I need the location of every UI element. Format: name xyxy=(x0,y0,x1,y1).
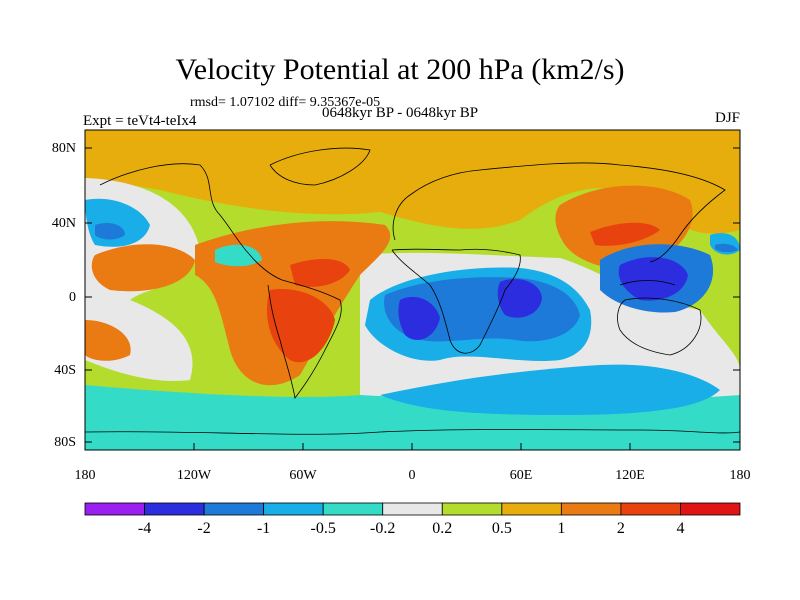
x-tick-label-180e: 180 xyxy=(729,468,751,483)
coastline-australia xyxy=(617,297,702,356)
x-tick-label-180w: 180 xyxy=(74,468,96,483)
x-tick-label-0: 0 xyxy=(408,468,416,483)
colorbar-label: 4 xyxy=(676,520,685,537)
colorbar-swatch xyxy=(620,502,681,516)
stats-text: rmsd= 1.07102 diff= 9.35367e-05 xyxy=(190,95,381,110)
y-tick-label-40s: 40S xyxy=(54,363,76,378)
colorbar xyxy=(84,502,741,516)
region-east-pacific-positive xyxy=(91,244,195,292)
colorbar-swatch xyxy=(144,502,205,516)
colorbar-swatch xyxy=(263,502,324,516)
coastlines xyxy=(85,147,740,435)
y-tick-label-0: 0 xyxy=(69,290,76,305)
colorbar-swatch xyxy=(441,502,503,516)
colorbar-label: -4 xyxy=(137,520,152,537)
x-tick-label-120w: 120W xyxy=(176,468,212,483)
y-tick-label-80s: 80S xyxy=(54,435,76,450)
colorbar-label: -1 xyxy=(256,520,271,537)
colorbar-swatch xyxy=(322,502,384,516)
region-caribbean-cyan xyxy=(215,244,262,267)
region-east-africa-min xyxy=(497,278,542,318)
colorbar-swatch xyxy=(382,502,443,516)
colorbar-swatch xyxy=(560,502,622,516)
plot-title: Velocity Potential at 200 hPa (km2/s) xyxy=(175,53,625,86)
coastline-indonesia xyxy=(619,280,676,286)
region-maritime-min xyxy=(618,257,688,301)
contour-field xyxy=(85,130,740,450)
region-south-america-max xyxy=(266,289,335,363)
colorbar-label: 0.5 xyxy=(491,520,512,537)
colorbar-swatch xyxy=(501,502,562,516)
colorbar-label: 2 xyxy=(616,520,625,537)
region-atlantic-min xyxy=(398,296,440,340)
x-tick-label-60w: 60W xyxy=(289,468,317,483)
colorbar-label: -0.2 xyxy=(370,520,396,537)
colorbar-label: -2 xyxy=(197,520,211,537)
x-tick-marks xyxy=(84,443,741,450)
y-tick-label-80n: 80N xyxy=(51,141,76,156)
region-asia-max xyxy=(590,222,660,246)
colorbar-label: 0.2 xyxy=(432,520,453,537)
colorbar-label: 1 xyxy=(557,520,566,537)
experiment-label: Expt = teVt4-teIx4 xyxy=(83,113,197,129)
colorbar-label: -0.5 xyxy=(310,520,336,537)
coastline-greenland xyxy=(269,147,371,186)
coastline-americas xyxy=(99,163,342,399)
colorbar-swatch xyxy=(84,502,145,516)
period-label: 0648kyr BP - 0648kyr BP xyxy=(322,105,479,121)
region-amazon-max xyxy=(290,258,350,287)
x-tick-label-120e: 120E xyxy=(615,468,645,483)
coastline-africa xyxy=(391,248,521,354)
coastline-eurasia xyxy=(392,162,726,263)
region-north-pacific-core xyxy=(95,223,125,240)
region-south-pacific-positive xyxy=(85,320,131,361)
season-label: DJF xyxy=(714,110,740,126)
colorbar-swatch xyxy=(680,502,741,516)
x-tick-label-60e: 60E xyxy=(509,468,533,483)
region-southern-negative xyxy=(380,364,720,415)
region-north-positive xyxy=(85,130,740,234)
region-dateline-core xyxy=(715,243,738,253)
coastline-antarctica xyxy=(85,429,740,435)
y-tick-label-40n: 40N xyxy=(51,216,76,231)
y-tick-marks xyxy=(85,147,740,443)
colorbar-swatch xyxy=(203,502,265,516)
